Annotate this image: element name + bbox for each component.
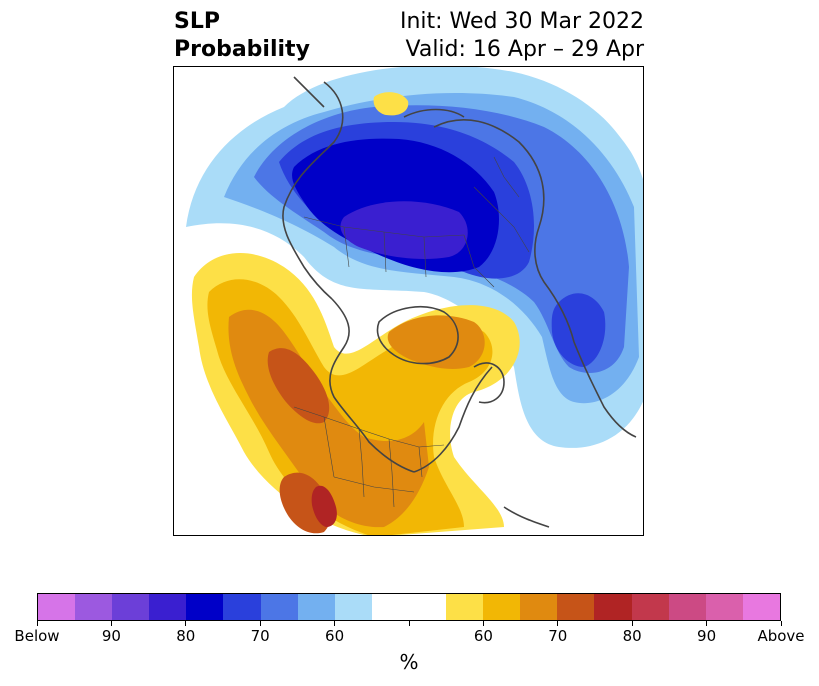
colorbar-segment	[631, 594, 669, 620]
colorbar-tick	[780, 621, 782, 626]
colorbar-tick	[110, 621, 112, 626]
colorbar-tick-label: 60	[325, 627, 345, 645]
colorbar-unit-label: %	[399, 650, 419, 674]
blue-region-east-80	[551, 293, 606, 367]
warm-region-east-70	[387, 315, 485, 370]
colorbar-segment	[408, 594, 447, 620]
colorbar-tick-label: 70	[548, 627, 568, 645]
probability-map	[173, 66, 644, 536]
colorbar-segment	[149, 594, 187, 620]
colorbar-tick-label: 90	[101, 627, 121, 645]
colorbar-segment	[483, 594, 521, 620]
colorbar-segment	[557, 594, 595, 620]
colorbar-tick	[334, 621, 336, 626]
colorbar-segment	[520, 594, 558, 620]
colorbar-segment	[334, 594, 372, 620]
colorbar-tick-label: 70	[250, 627, 270, 645]
colorbar-tick	[408, 621, 410, 626]
valid-range: Valid: 16 Apr – 29 Apr	[405, 37, 645, 62]
colorbar-segment	[260, 594, 298, 620]
colorbar-segment	[668, 594, 706, 620]
probability-colorbar	[37, 593, 781, 621]
colorbar-tick	[482, 621, 484, 626]
map-canvas	[186, 67, 643, 535]
colorbar-tick	[259, 621, 261, 626]
warm-region-75	[267, 348, 330, 424]
colorbar-segment	[186, 594, 224, 620]
colorbar-tick-label: 60	[473, 627, 493, 645]
colorbar-tick-label: Below	[14, 627, 60, 645]
colorbar-tick	[36, 621, 38, 626]
borders	[293, 156, 530, 508]
colorbar-segment	[371, 594, 409, 620]
warm-region-80	[311, 485, 337, 527]
colorbar-segment	[446, 594, 484, 620]
title-variable: SLP	[174, 9, 220, 34]
colorbar-tick-label: Above	[757, 627, 805, 645]
colorbar-tick	[631, 621, 633, 626]
colorbar-segment	[38, 594, 76, 620]
colorbar-tick	[185, 621, 187, 626]
yellow-patch-north	[373, 92, 409, 116]
colorbar-segment	[705, 594, 743, 620]
coastlines	[282, 76, 637, 528]
colorbar-segment	[223, 594, 261, 620]
colorbar-tick	[706, 621, 708, 626]
colorbar-tick-label: 80	[622, 627, 642, 645]
colorbar-tick-label: 90	[697, 627, 717, 645]
colorbar-segment	[742, 594, 780, 620]
blue-region-90	[340, 201, 468, 259]
colorbar-tick-label: 80	[176, 627, 196, 645]
map-dates: Init: Wed 30 Mar 2022 Valid: 16 Apr – 29…	[400, 8, 644, 64]
colorbar-tick	[557, 621, 559, 626]
colorbar-segment	[75, 594, 113, 620]
title-type: Probability	[174, 37, 310, 62]
map-title: SLP Probability	[174, 8, 310, 64]
colorbar-segment	[297, 594, 335, 620]
colorbar-segment	[112, 594, 150, 620]
init-date: Init: Wed 30 Mar 2022	[399, 9, 644, 34]
colorbar-segment	[594, 594, 632, 620]
